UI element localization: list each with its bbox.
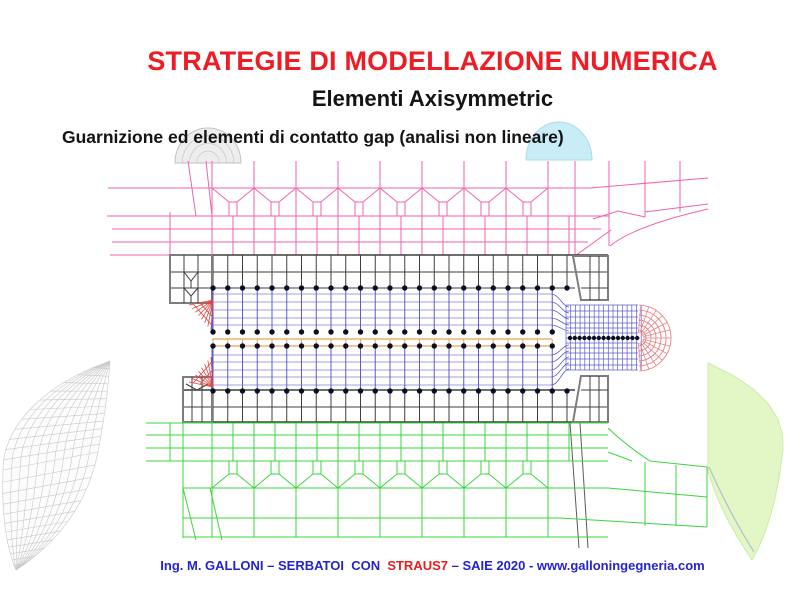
gasket-mesh-blue [211, 289, 570, 390]
page-title: STRATEGIE DI MODELLAZIONE NUMERICA [147, 46, 718, 76]
ghost-shapes [2, 121, 784, 571]
flange-mesh-black [169, 254, 609, 549]
footer-text-post: – SAIE 2020 - www.galloningegneria.com [448, 558, 705, 573]
red-transition-fans [188, 299, 214, 388]
footer-credits: Ing. M. GALLONI – SERBATOI CON STRAUS7 –… [65, 558, 800, 573]
orange-gasket-core [212, 338, 553, 347]
green-lower-shell-mesh [146, 422, 708, 541]
slide-subtitle: Elementi Axisymmetric [311, 86, 554, 111]
footer-straus7-label: STRAUS7 [387, 558, 448, 573]
contact-gap-dots [210, 285, 640, 394]
footer-text-pre: Ing. M. GALLONI – SERBATOI CON [160, 558, 388, 573]
magenta-upper-shell-mesh [107, 160, 709, 257]
diagram-caption: Guarnizione ed elementi di contatto gap … [62, 127, 564, 147]
